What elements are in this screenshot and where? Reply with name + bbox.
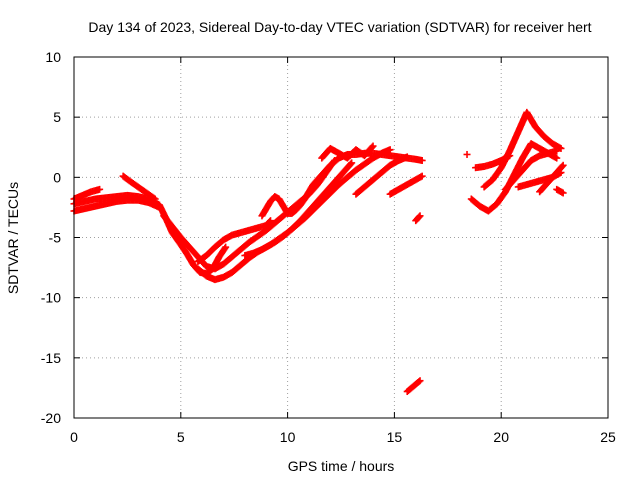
data-point (558, 162, 566, 170)
data-point (368, 143, 376, 151)
x-tick-label: 0 (70, 429, 78, 445)
plot-frame (73, 56, 609, 419)
x-tick-label: 5 (177, 429, 185, 445)
data-point (559, 161, 567, 169)
data-point (386, 146, 394, 154)
data-point (416, 377, 424, 385)
y-axis-label: SDTVAR / TECUs (5, 182, 21, 294)
data-point (222, 243, 230, 251)
y-tick-label: 5 (53, 109, 61, 125)
data-point (416, 212, 424, 220)
y-tick-labels: -20 -15 -10 -5 0 5 10 (41, 49, 61, 426)
x-tick-label: 25 (600, 429, 616, 445)
x-tick-label: 10 (280, 429, 296, 445)
data-point (415, 378, 423, 386)
data-point (418, 172, 426, 180)
data-point (463, 150, 471, 158)
data-point (266, 218, 274, 226)
data-point (150, 194, 158, 202)
data-point (96, 185, 104, 193)
data-point (347, 160, 355, 168)
y-tick-label: 10 (45, 49, 61, 65)
data-point (221, 244, 229, 252)
y-tick-label: -10 (41, 290, 61, 306)
data-point (553, 147, 561, 155)
data-point (557, 144, 565, 152)
y-tick-label: 0 (53, 169, 61, 185)
data-point (418, 156, 426, 164)
data-point (553, 154, 561, 162)
data-point (267, 217, 275, 225)
y-tick-label: -5 (49, 230, 62, 246)
x-axis-label: GPS time / hours (288, 458, 395, 474)
data-point (415, 213, 423, 221)
data-point (155, 203, 163, 211)
data-point (151, 195, 159, 203)
data-points (70, 108, 567, 396)
x-tick-label: 20 (493, 429, 509, 445)
y-tick-label: -15 (41, 350, 61, 366)
x-tick-label: 15 (387, 429, 403, 445)
x-tick-labels: 0 5 10 15 20 25 (70, 429, 616, 445)
y-tick-label: -20 (41, 410, 61, 426)
data-point (403, 153, 411, 161)
data-point (348, 159, 356, 167)
data-point (369, 142, 377, 150)
chart-title: Day 134 of 2023, Sidereal Day-to-day VTE… (88, 19, 591, 35)
data-point (559, 189, 567, 197)
